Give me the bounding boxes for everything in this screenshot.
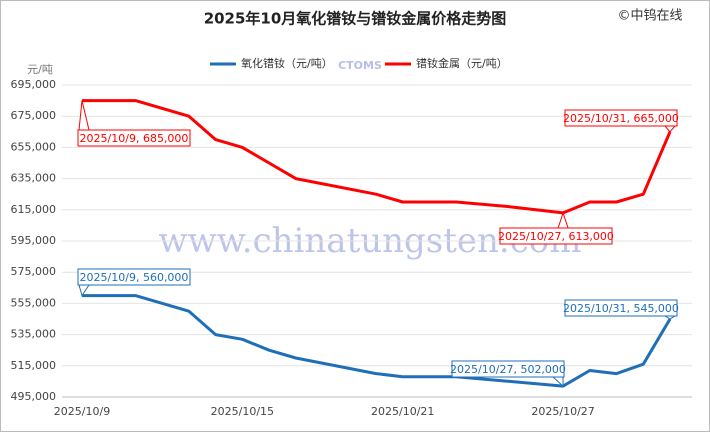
y-tick-label: 555,000 (11, 296, 57, 309)
chart-title: 2025年10月氧化镨钕与镨钕金属价格走势图 (204, 10, 507, 28)
callout-box (451, 360, 565, 378)
watermark-logo: CTOMS (338, 59, 382, 72)
callout-label: 2025/10/27, 502,000 (450, 363, 566, 376)
source: ©中钨在线 (617, 8, 682, 24)
callout-box (77, 268, 191, 286)
y-tick-label: 695,000 (11, 78, 57, 91)
series-line (82, 294, 672, 388)
y-tick-label: 595,000 (11, 234, 57, 247)
callout-pointer (78, 284, 90, 297)
callout-label: 2025/10/9, 560,000 (80, 271, 189, 284)
y-tick-label: 515,000 (11, 359, 57, 372)
y-tick-label: 655,000 (11, 140, 57, 153)
callout-label: 2025/10/27, 613,000 (498, 230, 614, 243)
callout-box (564, 109, 678, 127)
series-line (82, 99, 672, 215)
callout-pointer (78, 100, 90, 131)
x-tick-label: 2025/10/21 (371, 405, 434, 418)
callout-pointer (552, 376, 564, 388)
y-tick-label: 495,000 (11, 390, 57, 403)
y-tick-label: 575,000 (11, 265, 57, 278)
x-tick-label: 2025/10/27 (531, 405, 594, 418)
y-tick-label: 675,000 (11, 109, 57, 122)
callout-pointer (664, 125, 676, 133)
legend-label: 氧化镨钕（元/吨） (241, 56, 333, 70)
callout-label: 2025/10/9, 685,000 (80, 132, 189, 145)
callout-box (77, 129, 191, 147)
callout-box (499, 227, 613, 245)
y-tick-label: 615,000 (11, 203, 57, 216)
y-tick-label: 635,000 (11, 172, 57, 185)
callout-label: 2025/10/31, 545,000 (563, 302, 679, 315)
y-tick-label: 535,000 (11, 328, 57, 341)
legend-label: 镨钕金属（元/吨） (416, 56, 508, 70)
callout-box (564, 299, 678, 317)
x-tick-label: 2025/10/9 (54, 405, 110, 418)
y-unit: 元/吨 (27, 63, 53, 76)
callout-pointer (557, 211, 569, 229)
x-tick-label: 2025/10/15 (211, 405, 274, 418)
callout-pointer (664, 315, 676, 320)
callout-label: 2025/10/31, 665,000 (563, 112, 679, 125)
